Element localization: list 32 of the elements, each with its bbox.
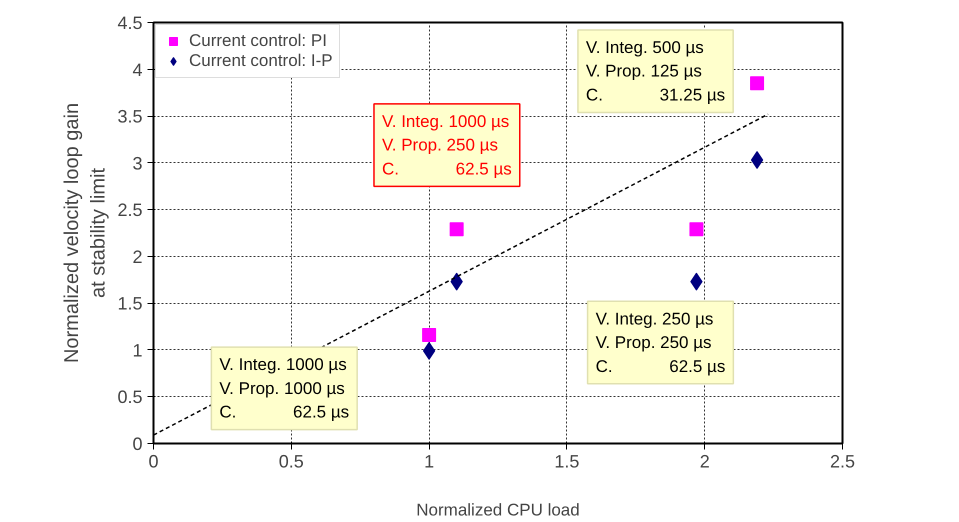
point [750,76,764,90]
point [450,222,464,236]
x-tick-label: 1.5 [554,452,580,472]
y-tick-label: 1 [132,340,143,360]
annotation: V. Integ. 1000 µs V. Prop. 250 µs C. 62.5 µs [382,112,512,178]
point [689,222,704,236]
y-tick-label: 4 [132,60,143,80]
x-tick-label: 0 [148,452,159,472]
point [450,272,463,291]
y-tick-label: 0 [132,434,143,454]
y-tick-label: 3.5 [117,106,143,127]
x-tick-label: 0.5 [278,452,304,472]
y-tick-label: 0.5 [117,387,143,408]
y-tick-label: 2 [132,246,143,267]
y-tick-label: 4.5 [117,13,143,33]
annotation: V. Integ. 1000 µs V. Prop. 1000 µs C. 62.5 µs [219,355,350,422]
y-tick-label: 1.5 [117,294,143,314]
point [690,272,703,291]
y-tick-label: 2.5 [117,200,143,220]
point [422,342,436,360]
x-axis-title: Normalized CPU load [416,500,580,520]
y-tick-label: 3 [132,153,143,174]
legend-label: Current control: PI [189,31,327,51]
annotation: V. Integ. 500 µs V. Prop. 125 µs C. 31.25 µs [586,38,726,104]
point [422,328,436,342]
y-axis-title: Normalized velocity loop gain at stability limit [61,102,110,364]
x-tick-label: 2.5 [830,452,856,472]
annotation: V. Integ. 250 µs V. Prop. 250 µs C. 62.5 µs [596,309,726,376]
point [750,151,764,170]
x-tick-label: 2 [700,452,710,472]
legend-label: Current control: I-P [189,51,333,71]
x-tick-label: 1 [424,452,434,472]
